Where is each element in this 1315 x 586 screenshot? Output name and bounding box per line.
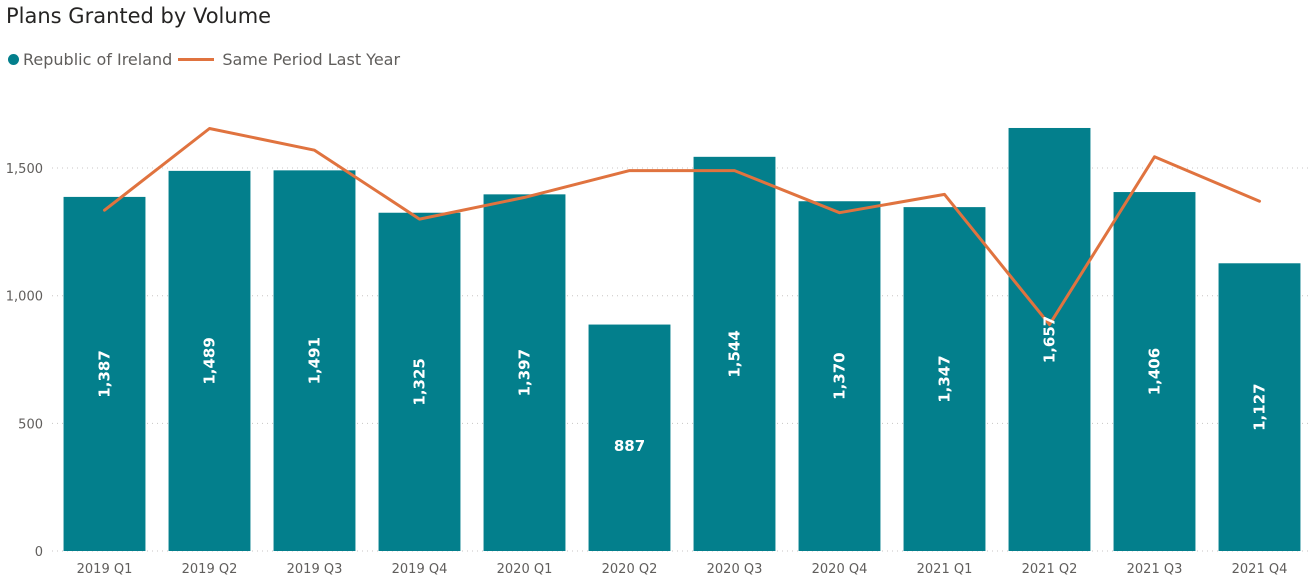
legend: Republic of Ireland Same Period Last Yea… — [8, 48, 406, 70]
line-series-same-period-last-year — [103, 127, 1261, 327]
legend-label: Republic of Ireland — [23, 49, 173, 69]
x-tick-label: 2021 Q4 — [1232, 562, 1288, 577]
x-tick-label: 2019 Q1 — [77, 562, 133, 577]
x-tick-label: 2020 Q1 — [497, 562, 553, 577]
data-label: 1,325 — [411, 358, 429, 405]
legend-line-icon — [178, 57, 215, 61]
y-tick-label: 1,500 — [6, 162, 43, 177]
bar — [483, 194, 566, 551]
bar — [693, 156, 776, 552]
data-label: 1,347 — [936, 355, 954, 402]
bar — [1008, 127, 1091, 551]
data-label: 1,397 — [516, 349, 534, 396]
x-tick-label: 2019 Q2 — [182, 562, 238, 577]
legend-dot-icon — [8, 53, 19, 65]
data-label: 1,657 — [1041, 316, 1059, 363]
legend-item-same-period-last-year[interactable]: Same Period Last Year — [178, 50, 400, 69]
bar — [588, 324, 671, 551]
data-label: 1,491 — [306, 337, 324, 384]
data-label: 1,127 — [1251, 383, 1269, 430]
data-label: 1,387 — [96, 350, 114, 397]
x-tick-label: 2019 Q3 — [287, 562, 343, 577]
chart-title: Plans Granted by Volume — [6, 4, 272, 28]
bar — [378, 212, 461, 551]
bar — [273, 170, 356, 551]
x-tick-label: 2020 Q3 — [707, 562, 763, 577]
y-tick-label: 0 — [35, 545, 43, 560]
x-tick-label: 2021 Q3 — [1127, 562, 1183, 577]
bar — [798, 201, 881, 551]
legend-label: Same Period Last Year — [222, 49, 401, 69]
bar — [63, 196, 146, 552]
x-tick-label: 2020 Q4 — [812, 562, 868, 577]
legend-item-republic-of-ireland[interactable]: Republic of Ireland — [8, 50, 172, 69]
bar — [903, 207, 986, 551]
bar — [1113, 192, 1196, 552]
data-label: 1,489 — [201, 337, 219, 384]
x-tick-label: 2021 Q2 — [1022, 562, 1078, 577]
data-label: 887 — [614, 437, 645, 455]
data-label: 1,544 — [726, 330, 744, 377]
bar — [1218, 263, 1301, 551]
data-label: 1,406 — [1146, 348, 1164, 395]
x-tick-label: 2021 Q1 — [917, 562, 973, 577]
bar — [168, 170, 251, 551]
data-label: 1,370 — [831, 352, 849, 399]
y-tick-label: 1,000 — [6, 290, 43, 305]
y-tick-label: 500 — [18, 417, 43, 432]
x-tick-label: 2020 Q2 — [602, 562, 658, 577]
x-tick-label: 2019 Q4 — [392, 562, 448, 577]
